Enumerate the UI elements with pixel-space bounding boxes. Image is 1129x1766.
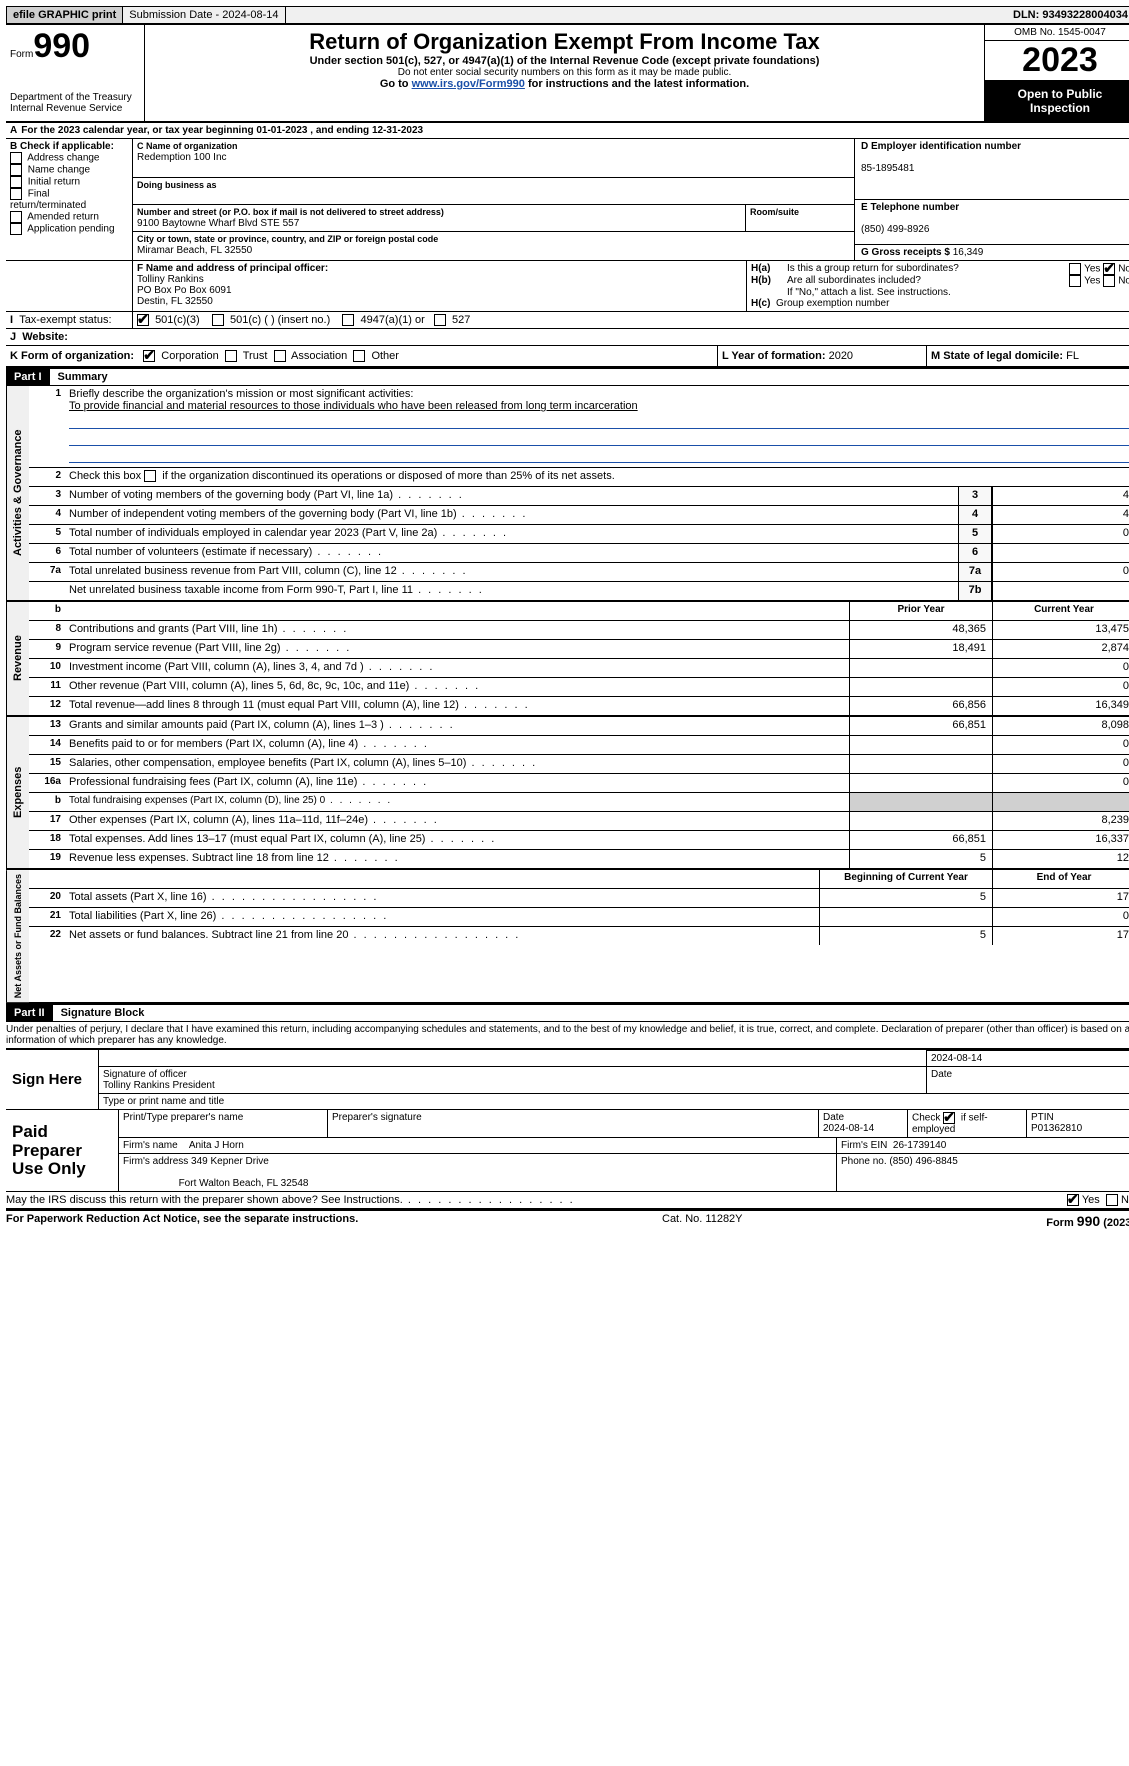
summary-revenue: Revenue b Prior Year Current Year 8Contr… [6, 602, 1129, 717]
h-a-no[interactable] [1103, 263, 1115, 275]
vtab-netassets: Net Assets or Fund Balances [6, 870, 29, 1002]
ein: 85-1895481 [861, 163, 914, 174]
vtab-expenses: Expenses [6, 717, 29, 868]
form-label: Form [10, 49, 33, 60]
i-4947[interactable] [342, 314, 354, 326]
discuss-yes[interactable] [1067, 1194, 1079, 1206]
h-b-no[interactable] [1103, 275, 1115, 287]
b-opt[interactable] [10, 152, 22, 164]
ptin: P01362810 [1031, 1123, 1082, 1134]
form-note: Do not enter social security numbers on … [149, 67, 980, 78]
omb-number: OMB No. 1545-0047 [985, 25, 1129, 41]
i-501c[interactable] [212, 314, 224, 326]
col-de: D Employer identification number 85-1895… [854, 139, 1129, 260]
gross-receipts: 16,349 [953, 247, 984, 258]
officer-sig: Tolliny Rankins President [103, 1080, 215, 1091]
org-name: Redemption 100 Inc [137, 152, 227, 163]
b-opt[interactable] [10, 223, 22, 235]
submission-date: Submission Date - 2024-08-14 [123, 7, 285, 23]
form-title: Return of Organization Exempt From Incom… [149, 29, 980, 55]
officer-name: Tolliny Rankins [137, 274, 204, 285]
tax-year: 2023 [985, 41, 1129, 81]
discuss-row: May the IRS discuss this return with the… [6, 1192, 1129, 1210]
i-527[interactable] [434, 314, 446, 326]
summary-netassets: Net Assets or Fund Balances Beginning of… [6, 870, 1129, 1004]
l2-check[interactable] [144, 470, 156, 482]
row-j: J Website: [6, 329, 1129, 346]
b-opt[interactable] [10, 211, 22, 223]
form-number: 990 [33, 27, 90, 65]
k-trust[interactable] [225, 350, 237, 362]
page-footer: For Paperwork Reduction Act Notice, see … [6, 1210, 1129, 1229]
h-a-yes[interactable] [1069, 263, 1081, 275]
k-corp[interactable] [143, 350, 155, 362]
open-public: Open to Public Inspection [985, 81, 1129, 121]
discuss-no[interactable] [1106, 1194, 1118, 1206]
form-header: Form990 Department of the Treasury Inter… [6, 25, 1129, 123]
summary-expenses: Expenses 13Grants and similar amounts pa… [6, 717, 1129, 870]
b-opt[interactable] [10, 164, 22, 176]
row-i: I Tax-exempt status: 501(c)(3) 501(c) ( … [6, 312, 1129, 329]
row-a-tax-year: AFor the 2023 calendar year, or tax year… [6, 123, 1129, 139]
sign-here-block: Sign Here 2024-08-14 Signature of office… [6, 1048, 1129, 1192]
b-opt[interactable] [10, 176, 22, 188]
sig-declaration: Under penalties of perjury, I declare th… [6, 1022, 1129, 1048]
org-city: Miramar Beach, FL 32550 [137, 245, 252, 256]
efile-print-button[interactable]: efile GRAPHIC print [7, 7, 123, 23]
form-subtitle: Under section 501(c), 527, or 4947(a)(1)… [149, 55, 980, 67]
mission-text: To provide financial and material resour… [69, 400, 638, 412]
firm-name: Anita J Horn [189, 1140, 244, 1151]
goto-line: Go to www.irs.gov/Form990 for instructio… [149, 78, 980, 90]
part1-header: Part I Summary [6, 368, 1129, 386]
k-other[interactable] [353, 350, 365, 362]
part2-header: Part II Signature Block [6, 1004, 1129, 1022]
dept-treasury: Department of the Treasury Internal Reve… [10, 92, 140, 114]
vtab-governance: Activities & Governance [6, 386, 29, 600]
h-b-yes[interactable] [1069, 275, 1081, 287]
summary-governance: Activities & Governance 1 Briefly descri… [6, 386, 1129, 602]
b-opt[interactable] [10, 188, 22, 200]
org-street: 9100 Baytowne Wharf Blvd STE 557 [137, 218, 299, 229]
irs-link[interactable]: www.irs.gov/Form990 [412, 78, 525, 90]
entity-block: B Check if applicable: Address change Na… [6, 139, 1129, 261]
dln: DLN: 93493228004034 [1007, 7, 1129, 23]
col-b-checkboxes: B Check if applicable: Address change Na… [6, 139, 133, 260]
vtab-revenue: Revenue [6, 602, 29, 715]
i-501c3[interactable] [137, 314, 149, 326]
row-f-h: F Name and address of principal officer:… [6, 261, 1129, 312]
self-employed-check[interactable] [943, 1112, 955, 1124]
row-k: K Form of organization: Corporation Trus… [6, 346, 1129, 368]
col-c-name-addr: C Name of organization Redemption 100 In… [133, 139, 854, 260]
top-bar: efile GRAPHIC print Submission Date - 20… [6, 6, 1129, 25]
phone: (850) 499-8926 [861, 224, 929, 235]
k-assoc[interactable] [274, 350, 286, 362]
